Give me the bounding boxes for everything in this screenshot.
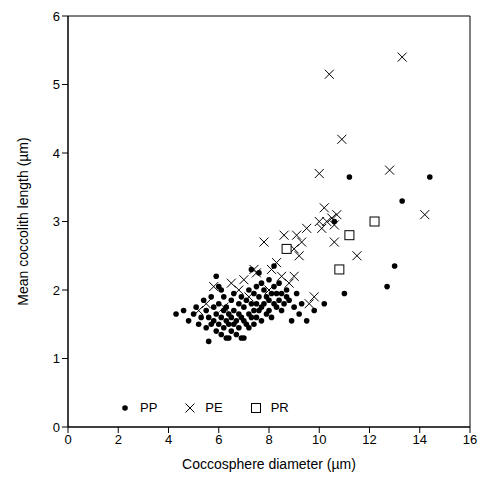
svg-text:Mean coccolith length (µm): Mean coccolith length (µm): [15, 137, 31, 305]
svg-text:0: 0: [64, 432, 71, 447]
svg-text:1: 1: [53, 351, 60, 366]
svg-text:8: 8: [265, 432, 272, 447]
svg-text:2: 2: [115, 432, 122, 447]
svg-text:4: 4: [165, 432, 172, 447]
svg-text:6: 6: [215, 432, 222, 447]
svg-text:10: 10: [312, 432, 326, 447]
svg-text:Coccosphere diameter (µm): Coccosphere diameter (µm): [182, 456, 356, 472]
svg-text:4: 4: [53, 146, 60, 161]
svg-text:16: 16: [463, 432, 477, 447]
svg-text:0: 0: [53, 420, 60, 435]
svg-text:5: 5: [53, 77, 60, 92]
html-text:PP: PP: [140, 400, 158, 415]
svg-text:6: 6: [53, 9, 60, 24]
html-text:PE: PE: [205, 400, 223, 415]
svg-text:2: 2: [53, 283, 60, 298]
html-text:PR: PR: [270, 400, 289, 415]
svg-text:14: 14: [413, 432, 427, 447]
svg-text:3: 3: [53, 214, 60, 229]
svg-text:12: 12: [362, 432, 376, 447]
